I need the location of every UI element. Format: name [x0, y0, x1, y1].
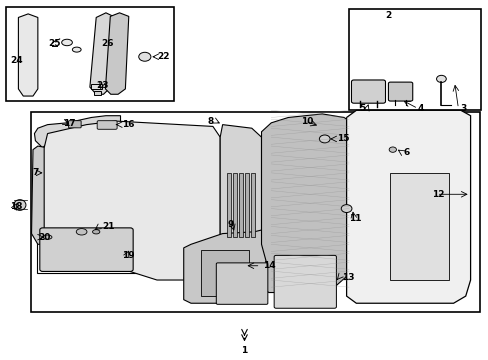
- Polygon shape: [346, 111, 469, 303]
- Polygon shape: [19, 14, 38, 96]
- Ellipse shape: [14, 200, 26, 210]
- Text: 8: 8: [207, 117, 213, 126]
- Bar: [6, 7, 174, 102]
- Polygon shape: [105, 13, 128, 94]
- Ellipse shape: [61, 39, 72, 46]
- FancyBboxPatch shape: [97, 121, 117, 129]
- Bar: [244, 173, 248, 237]
- Bar: [250, 173, 254, 237]
- Text: 11: 11: [348, 214, 361, 223]
- Text: 17: 17: [62, 119, 75, 128]
- Text: 23: 23: [97, 81, 109, 90]
- Polygon shape: [90, 13, 116, 94]
- Bar: [227, 173, 231, 237]
- FancyBboxPatch shape: [274, 255, 336, 308]
- Ellipse shape: [139, 52, 151, 61]
- Text: 9: 9: [227, 220, 233, 229]
- Text: 21: 21: [102, 222, 114, 231]
- Text: 15: 15: [336, 134, 348, 143]
- Bar: [239, 173, 243, 237]
- Text: 13: 13: [341, 273, 353, 282]
- Bar: [389, 173, 448, 280]
- Bar: [30, 112, 479, 312]
- Polygon shape: [183, 230, 266, 303]
- Text: 12: 12: [431, 190, 443, 199]
- Text: 1: 1: [241, 346, 247, 355]
- Polygon shape: [31, 146, 47, 244]
- Polygon shape: [183, 125, 261, 278]
- Ellipse shape: [388, 147, 396, 152]
- Ellipse shape: [72, 47, 81, 52]
- Bar: [233, 173, 237, 237]
- Text: 3: 3: [460, 104, 466, 113]
- FancyBboxPatch shape: [216, 263, 267, 304]
- Text: 4: 4: [416, 104, 423, 113]
- Bar: [37, 208, 136, 273]
- Bar: [91, 84, 102, 89]
- Text: 19: 19: [122, 251, 134, 260]
- Bar: [94, 91, 101, 95]
- Text: 22: 22: [157, 52, 169, 61]
- Text: 25: 25: [48, 39, 61, 48]
- Polygon shape: [44, 121, 220, 280]
- Text: 20: 20: [38, 233, 51, 242]
- Polygon shape: [261, 114, 353, 293]
- Text: 24: 24: [10, 56, 23, 65]
- Text: 14: 14: [263, 261, 275, 270]
- Bar: [348, 9, 480, 111]
- FancyBboxPatch shape: [40, 228, 133, 271]
- Ellipse shape: [319, 135, 329, 143]
- Text: 26: 26: [101, 39, 113, 48]
- Text: 5: 5: [358, 104, 365, 113]
- Polygon shape: [34, 116, 120, 148]
- Text: 6: 6: [403, 148, 409, 157]
- FancyBboxPatch shape: [68, 121, 81, 128]
- Ellipse shape: [341, 204, 351, 212]
- Ellipse shape: [436, 75, 446, 82]
- Bar: [201, 249, 249, 296]
- Text: 16: 16: [122, 120, 134, 129]
- FancyBboxPatch shape: [351, 80, 385, 103]
- Ellipse shape: [43, 235, 52, 239]
- Text: 2: 2: [384, 11, 390, 20]
- FancyBboxPatch shape: [387, 82, 412, 101]
- Ellipse shape: [92, 230, 100, 234]
- Ellipse shape: [76, 229, 87, 235]
- Text: 7: 7: [32, 168, 39, 177]
- Text: 18: 18: [10, 202, 22, 211]
- Text: 10: 10: [301, 117, 313, 126]
